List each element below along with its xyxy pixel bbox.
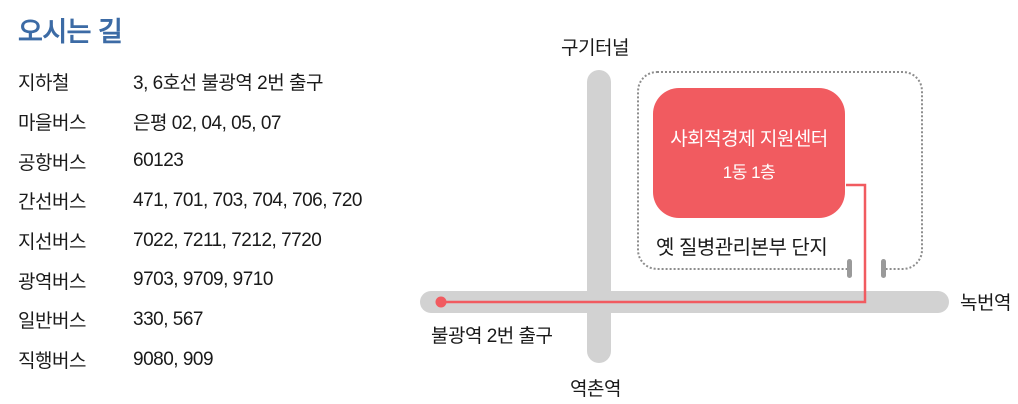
transit-value: 3, 6호선 불광역 2번 출구 (133, 73, 323, 95)
transit-row-subway: 지하철 3, 6호선 불광역 2번 출구 (18, 62, 418, 102)
transit-row-express-bus: 직행버스 9080, 909 (18, 340, 418, 380)
transit-label: 직행버스 (18, 351, 86, 373)
page-title: 오시는 길 (18, 17, 123, 47)
map-label-gugi-tunnel: 구기터널 (561, 38, 629, 59)
transit-label: 지선버스 (18, 232, 86, 254)
map-label-nokbeon: 녹번역 (960, 293, 1011, 314)
transit-value: 330, 567 (133, 308, 203, 330)
map-label-former-kcdc: 옛 질병관리본부 단지 (656, 237, 828, 259)
complex-gate-opening (852, 264, 883, 276)
transit-row-airport-bus: 공항버스 60123 (18, 141, 418, 181)
destination-box: 사회적경제 지원센터 1동 1층 (653, 88, 845, 218)
transit-value: 은평 02, 04, 05, 07 (133, 113, 281, 135)
destination-name: 사회적경제 지원센터 (670, 128, 828, 150)
transit-row-trunk-bus: 간선버스 471, 701, 703, 704, 706, 720 (18, 181, 418, 221)
transit-value: 471, 701, 703, 704, 706, 720 (133, 189, 363, 211)
transit-label: 간선버스 (18, 192, 86, 214)
transit-value: 60123 (133, 150, 184, 172)
transit-label: 일반버스 (18, 311, 86, 333)
transit-value: 7022, 7211, 7212, 7720 (133, 229, 322, 251)
map-label-yeokchon: 역촌역 (570, 379, 621, 400)
gate-post-left (847, 259, 852, 278)
transit-row-village-bus: 마을버스 은평 02, 04, 05, 07 (18, 102, 418, 142)
transit-label: 공항버스 (18, 152, 86, 174)
map-label-bulgwang-exit2: 불광역 2번 출구 (431, 326, 553, 347)
road-vertical (587, 70, 611, 363)
road-horizontal (420, 291, 949, 313)
transit-label: 광역버스 (18, 271, 86, 293)
transit-value: 9703, 9709, 9710 (133, 269, 273, 291)
transit-label: 마을버스 (18, 113, 86, 135)
transit-row-metro-bus: 광역버스 9703, 9709, 9710 (18, 260, 418, 300)
transit-label: 지하철 (18, 73, 69, 95)
transit-list: 지하철 3, 6호선 불광역 2번 출구 마을버스 은평 02, 04, 05,… (18, 62, 418, 380)
destination-floor: 1동 1층 (722, 162, 776, 182)
transit-row-branch-bus: 지선버스 7022, 7211, 7212, 7720 (18, 221, 418, 261)
transit-row-regular-bus: 일반버스 330, 567 (18, 300, 418, 340)
transit-value: 9080, 909 (133, 348, 214, 370)
gate-post-right (881, 259, 886, 278)
